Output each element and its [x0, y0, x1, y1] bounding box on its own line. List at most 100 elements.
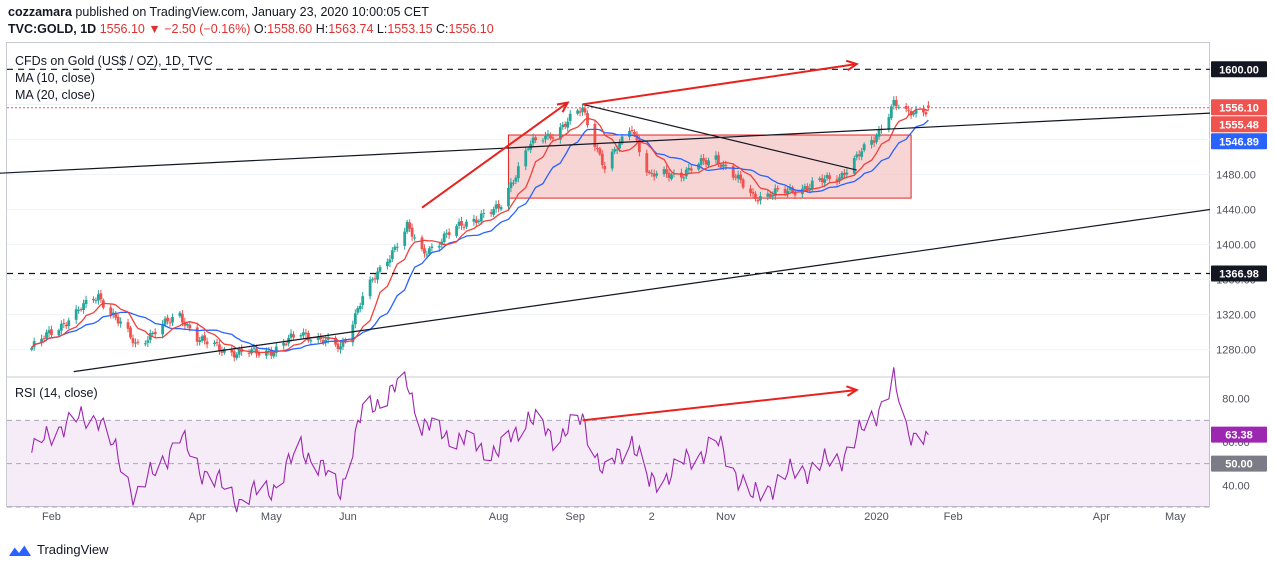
- arrow-head: [846, 385, 860, 397]
- candle: [247, 349, 251, 358]
- candle: [479, 210, 483, 225]
- candle: [684, 167, 688, 180]
- price-tag-bg: [1211, 455, 1267, 472]
- candle-body: [897, 107, 901, 109]
- candle: [198, 337, 202, 346]
- publisher-name[interactable]: cozzamara: [8, 5, 72, 19]
- candle: [546, 129, 550, 141]
- candle: [544, 131, 547, 144]
- candle: [119, 317, 123, 328]
- candle-body: [593, 124, 597, 148]
- candle: [390, 247, 394, 263]
- candle-body: [771, 195, 775, 197]
- candle: [613, 146, 617, 155]
- candle-body: [717, 155, 720, 164]
- candle-body: [773, 188, 777, 197]
- candle: [818, 176, 822, 182]
- candle-body: [134, 342, 137, 344]
- candle: [358, 302, 362, 313]
- candle: [776, 185, 780, 192]
- candle: [116, 314, 120, 327]
- candle: [756, 196, 760, 205]
- tradingview-brand: TradingView: [37, 542, 109, 557]
- candle-body: [704, 160, 708, 165]
- candle: [877, 126, 881, 140]
- candle-body: [316, 337, 320, 341]
- candle: [445, 229, 449, 239]
- candle-body: [568, 113, 572, 121]
- x-tick-label: Aug: [489, 511, 509, 523]
- candle-body: [670, 174, 673, 180]
- candle: [578, 107, 582, 117]
- tradingview-footer[interactable]: TradingView: [8, 542, 109, 557]
- candle: [413, 234, 416, 241]
- candle: [395, 242, 399, 252]
- ma10-legend[interactable]: MA (10, close): [15, 71, 95, 85]
- candle: [109, 303, 113, 319]
- candle: [922, 105, 925, 117]
- candle: [388, 255, 392, 268]
- candle-body: [163, 318, 167, 325]
- candle-body: [768, 193, 772, 198]
- candle: [220, 346, 224, 357]
- arrow-shaft: [582, 63, 857, 106]
- candle: [136, 339, 140, 345]
- candle-body: [30, 347, 34, 350]
- candle: [178, 310, 182, 319]
- candle: [897, 104, 901, 110]
- candle-body: [655, 173, 659, 176]
- candle-body: [84, 299, 88, 305]
- rsi-tick-label: 80.00: [1222, 394, 1250, 406]
- candle-body: [477, 220, 481, 223]
- candle: [131, 334, 135, 347]
- candle-body: [447, 232, 451, 236]
- candle: [129, 325, 132, 340]
- candle-body: [514, 177, 518, 182]
- candle: [465, 219, 468, 230]
- price-tick-label: 1440.00: [1216, 205, 1256, 217]
- candle: [477, 218, 481, 225]
- candle-body: [47, 330, 51, 334]
- candle-body: [131, 338, 135, 344]
- candle-body: [786, 190, 789, 195]
- candle: [371, 277, 374, 283]
- candle-body: [42, 338, 46, 340]
- candle-body: [264, 350, 268, 356]
- candle: [203, 331, 207, 345]
- rsi-legend[interactable]: RSI (14, close): [15, 386, 98, 400]
- candle: [581, 103, 584, 116]
- price-tag-red: 1555.48: [1211, 116, 1267, 133]
- candle-body: [393, 246, 397, 250]
- candle-body: [924, 112, 928, 115]
- candle: [855, 151, 859, 161]
- candle: [541, 137, 545, 144]
- candle: [447, 228, 451, 239]
- candle-body: [702, 158, 706, 161]
- candle-body: [791, 187, 794, 192]
- candle: [195, 323, 199, 346]
- candle: [289, 329, 293, 342]
- candle-body: [721, 164, 725, 167]
- candle-body: [889, 106, 893, 119]
- candle-body: [92, 298, 95, 301]
- candle-body: [630, 130, 634, 132]
- candle-body: [79, 309, 83, 311]
- candle: [166, 314, 169, 325]
- candle-body: [507, 187, 510, 207]
- candle-body: [828, 175, 831, 179]
- candle-body: [339, 346, 342, 350]
- candle: [82, 299, 85, 314]
- candle: [168, 318, 172, 327]
- candle-body: [578, 111, 582, 113]
- candle-body: [200, 336, 204, 341]
- ohlc-line: TVC:GOLD, 1D 1556.10 ▼ −2.50 (−0.16%) O:…: [8, 21, 494, 38]
- ma20-legend[interactable]: MA (20, close): [15, 88, 95, 102]
- candle-body: [319, 336, 323, 340]
- candle-body: [57, 330, 61, 336]
- candle-body: [926, 105, 930, 108]
- candle-body: [232, 351, 236, 358]
- candle: [603, 161, 607, 174]
- candle: [667, 169, 671, 182]
- candle: [875, 133, 878, 145]
